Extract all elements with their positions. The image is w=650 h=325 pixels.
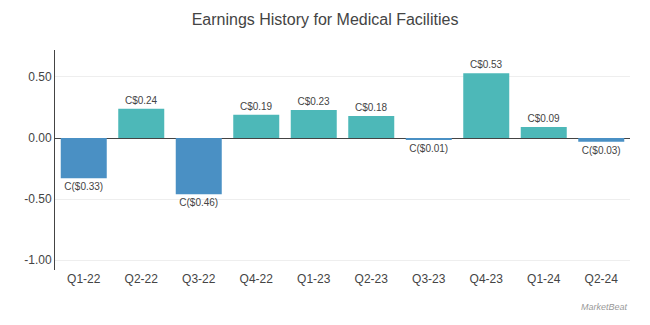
svg-text:Q3-23: Q3-23	[412, 272, 446, 286]
svg-text:Q3-22: Q3-22	[182, 272, 216, 286]
svg-text:C($0.46): C($0.46)	[179, 197, 218, 208]
svg-text:Q4-23: Q4-23	[470, 272, 504, 286]
svg-text:C$0.09: C$0.09	[527, 113, 560, 124]
svg-text:C($0.01): C($0.01)	[409, 143, 448, 154]
svg-text:MarketBeat: MarketBeat	[581, 302, 628, 312]
svg-text:Q1-22: Q1-22	[67, 272, 101, 286]
svg-text:-0.50: -0.50	[24, 192, 52, 206]
svg-text:Q2-22: Q2-22	[125, 272, 159, 286]
svg-text:Q2-24: Q2-24	[585, 272, 619, 286]
svg-text:C$0.18: C$0.18	[355, 102, 388, 113]
svg-text:Q4-22: Q4-22	[240, 272, 274, 286]
svg-text:0.50: 0.50	[28, 70, 52, 84]
svg-text:Earnings History for Medical F: Earnings History for Medical Facilities	[192, 11, 459, 28]
svg-text:Q1-23: Q1-23	[297, 272, 331, 286]
svg-text:C($0.33): C($0.33)	[64, 181, 103, 192]
svg-text:C$0.23: C$0.23	[297, 96, 330, 107]
svg-text:Q2-23: Q2-23	[355, 272, 389, 286]
svg-text:-1.00: -1.00	[24, 253, 52, 267]
svg-text:C$0.53: C$0.53	[470, 59, 503, 70]
svg-text:Q1-24: Q1-24	[527, 272, 561, 286]
svg-text:0.00: 0.00	[28, 131, 52, 145]
svg-text:C$0.24: C$0.24	[125, 95, 158, 106]
svg-text:C$0.19: C$0.19	[240, 101, 273, 112]
svg-text:C($0.03): C($0.03)	[582, 145, 621, 156]
